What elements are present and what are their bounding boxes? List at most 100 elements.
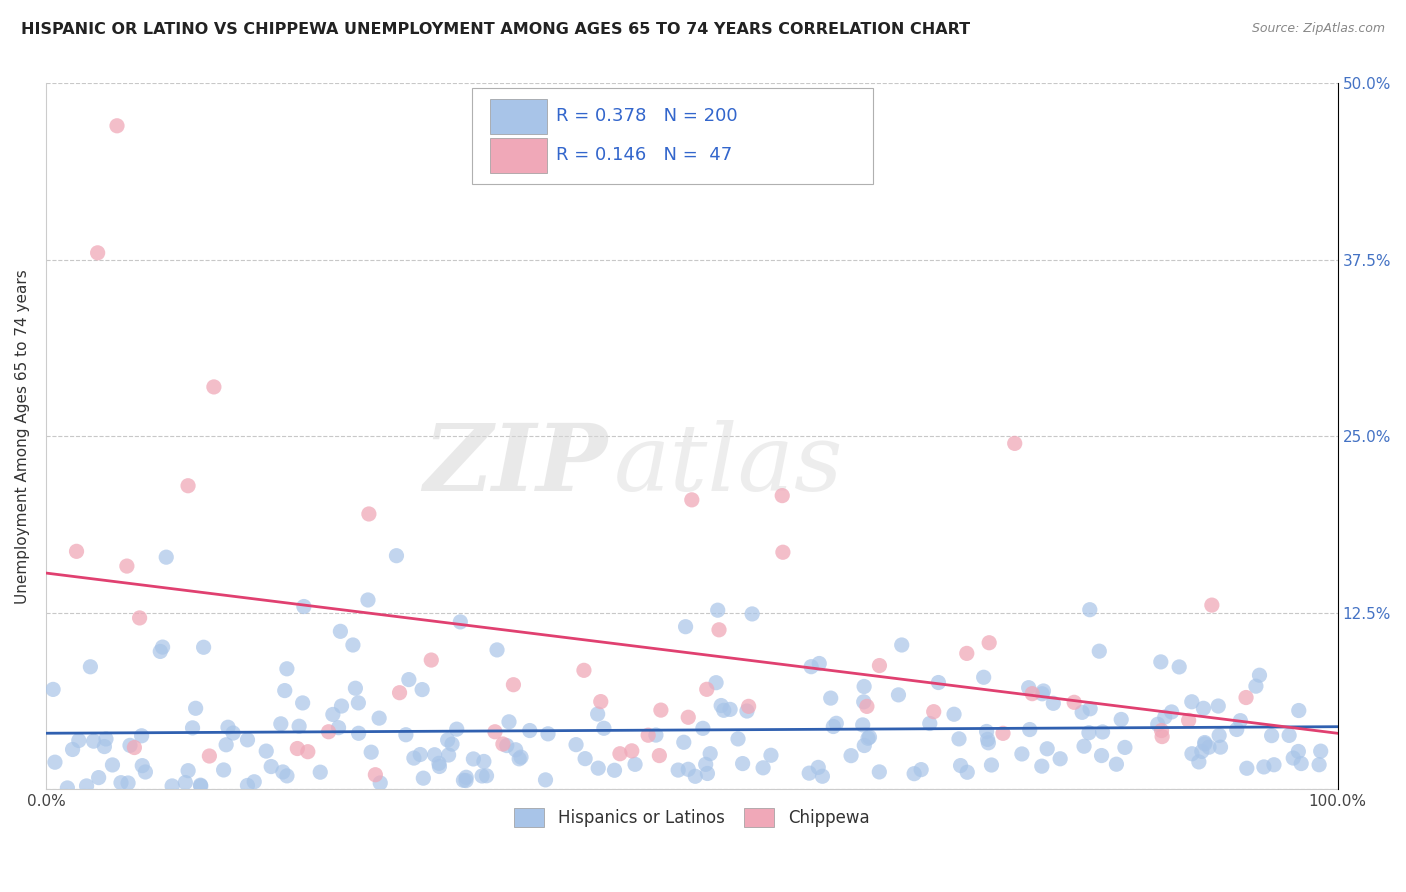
Point [1109,713,1132,727]
Point [856,731,879,746]
Point [215,738,238,752]
Point [890,638,912,652]
Legend: Hispanics or Latinos, Chippewa: Hispanics or Latinos, Chippewa [508,802,876,834]
Point [440,737,463,751]
Point [1209,740,1232,755]
Point [347,696,370,710]
Point [1194,735,1216,749]
Point [695,757,717,772]
Point [463,752,485,766]
Point [741,607,763,621]
Point [395,728,418,742]
Point [495,739,517,753]
Text: R = 0.146   N =  47: R = 0.146 N = 47 [557,146,733,164]
Text: atlas: atlas [614,419,844,509]
FancyBboxPatch shape [491,99,547,134]
Point [645,728,668,742]
Point [586,706,609,721]
Point [735,704,758,718]
Point [593,721,616,735]
Point [820,691,842,706]
Point [519,723,541,738]
Point [385,549,408,563]
Point [823,719,845,733]
Point [1236,761,1258,775]
Point [498,714,520,729]
Point [1018,681,1040,695]
Point [858,730,880,744]
Point [799,766,821,780]
Point [110,775,132,789]
Point [706,603,728,617]
Point [388,686,411,700]
Point [131,729,153,743]
Point [852,695,875,709]
Point [202,380,225,394]
Text: ZIP: ZIP [423,419,607,509]
Point [297,745,319,759]
Point [678,710,700,724]
Point [184,701,207,715]
Point [360,745,382,759]
Point [1263,757,1285,772]
Point [411,682,433,697]
Point [285,741,308,756]
Point [589,695,612,709]
Point [101,758,124,772]
Point [1181,695,1204,709]
Text: Source: ZipAtlas.com: Source: ZipAtlas.com [1251,22,1385,36]
Point [174,775,197,789]
Point [105,119,128,133]
Point [752,761,775,775]
Point [1031,759,1053,773]
Point [276,662,298,676]
Point [322,707,344,722]
Point [609,747,631,761]
Point [347,726,370,740]
Point [976,732,998,747]
Point [398,673,420,687]
Point [118,739,141,753]
Point [624,757,647,772]
Point [1146,717,1168,731]
Point [510,750,533,764]
Point [368,711,391,725]
Point [683,769,706,783]
Point [910,763,932,777]
Point [198,749,221,764]
Point [492,737,515,751]
Point [666,763,689,777]
Point [1229,714,1251,728]
Point [429,759,451,773]
Point [956,765,979,780]
Point [190,778,212,792]
Point [254,744,277,758]
Point [1249,668,1271,682]
Point [160,779,183,793]
Point [437,747,460,762]
Point [484,724,506,739]
Point [1177,714,1199,728]
Point [222,726,245,740]
Point [271,764,294,779]
Point [1234,690,1257,705]
Point [177,479,200,493]
Point [699,747,721,761]
Point [574,751,596,765]
Point [1308,757,1330,772]
Point [1090,748,1112,763]
Point [115,559,138,574]
Point [1198,740,1220,755]
Point [472,755,495,769]
Point [42,682,65,697]
Point [979,636,1001,650]
Point [193,640,215,655]
Point [427,756,450,771]
Point [1088,644,1111,658]
Point [1150,723,1173,738]
Point [648,748,671,763]
Point [486,643,509,657]
Point [86,245,108,260]
Point [449,615,471,629]
Point [1244,679,1267,693]
